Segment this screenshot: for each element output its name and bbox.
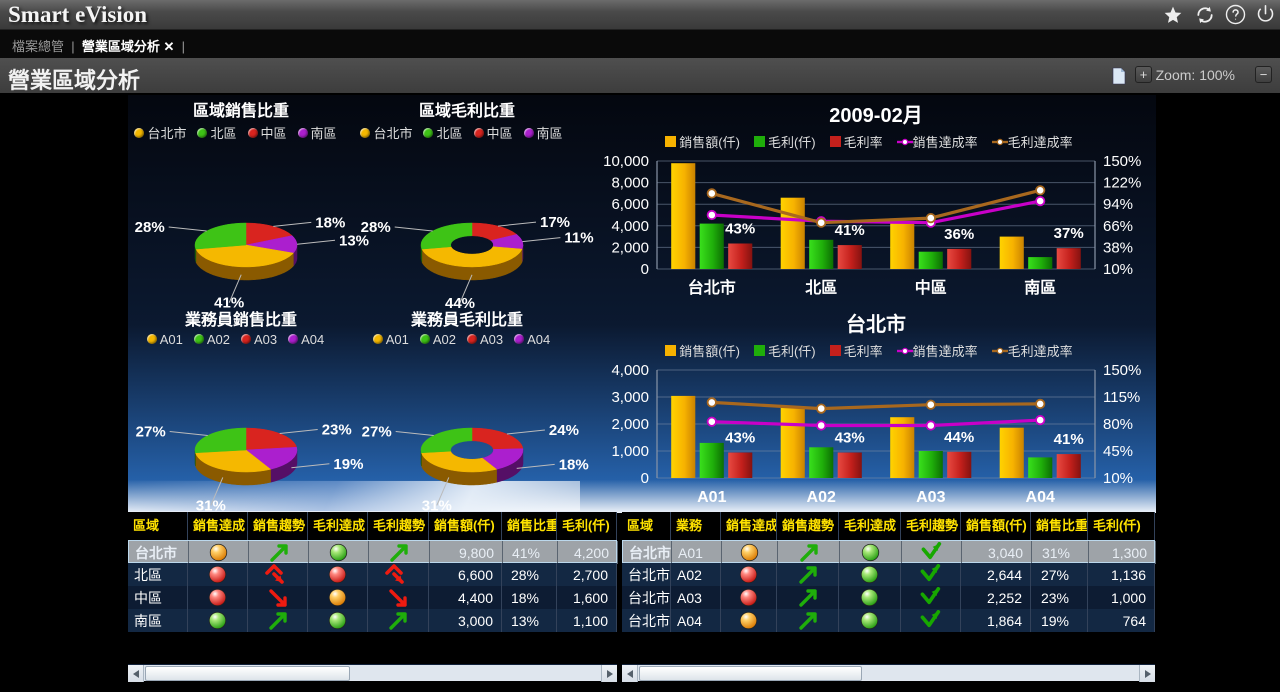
svg-text:115%: 115% — [1103, 389, 1140, 406]
svg-text:A01: A01 — [697, 489, 726, 506]
svg-text:11%: 11% — [564, 230, 593, 247]
svg-text:37%: 37% — [1054, 225, 1084, 242]
svg-text:38%: 38% — [1103, 239, 1133, 256]
svg-text:A03: A03 — [916, 489, 945, 506]
svg-text:122%: 122% — [1103, 175, 1141, 192]
svg-text:36%: 36% — [944, 226, 974, 243]
svg-text:94%: 94% — [1103, 196, 1133, 213]
svg-text:10%: 10% — [1103, 261, 1133, 278]
svg-text:4,000: 4,000 — [611, 218, 649, 235]
svg-text:150%: 150% — [1103, 362, 1141, 379]
svg-text:4,000: 4,000 — [611, 362, 649, 379]
svg-text:0: 0 — [641, 470, 649, 487]
svg-text:中區: 中區 — [915, 278, 947, 297]
svg-text:10,000: 10,000 — [603, 153, 649, 170]
svg-text:18%: 18% — [559, 456, 589, 473]
svg-text:150%: 150% — [1103, 153, 1141, 170]
svg-text:43%: 43% — [725, 221, 755, 238]
svg-text:28%: 28% — [361, 219, 391, 236]
svg-text:80%: 80% — [1103, 416, 1133, 433]
svg-text:2,000: 2,000 — [611, 239, 649, 256]
svg-text:0: 0 — [641, 261, 649, 278]
svg-text:北區: 北區 — [805, 279, 837, 297]
svg-text:27%: 27% — [362, 424, 392, 441]
svg-text:41%: 41% — [1054, 431, 1084, 448]
svg-text:17%: 17% — [540, 214, 570, 231]
svg-text:43%: 43% — [725, 430, 755, 447]
svg-text:24%: 24% — [549, 422, 579, 439]
svg-text:43%: 43% — [835, 430, 865, 447]
svg-text:A02: A02 — [807, 489, 836, 506]
svg-text:A04: A04 — [1026, 489, 1055, 506]
svg-text:41%: 41% — [835, 222, 865, 239]
svg-text:18%: 18% — [315, 214, 345, 231]
svg-text:66%: 66% — [1103, 218, 1133, 235]
svg-text:27%: 27% — [136, 424, 166, 441]
svg-text:8,000: 8,000 — [611, 175, 649, 192]
svg-text:3,000: 3,000 — [611, 389, 649, 406]
svg-text:台北市: 台北市 — [688, 278, 736, 297]
svg-text:南區: 南區 — [1024, 278, 1056, 297]
svg-text:2,000: 2,000 — [611, 416, 649, 433]
svg-text:28%: 28% — [135, 219, 165, 236]
svg-text:45%: 45% — [1103, 443, 1133, 460]
svg-text:6,000: 6,000 — [611, 196, 649, 213]
svg-text:44%: 44% — [944, 429, 974, 446]
svg-text:1,000: 1,000 — [611, 443, 649, 460]
svg-text:23%: 23% — [322, 422, 352, 439]
svg-text:10%: 10% — [1103, 470, 1133, 487]
